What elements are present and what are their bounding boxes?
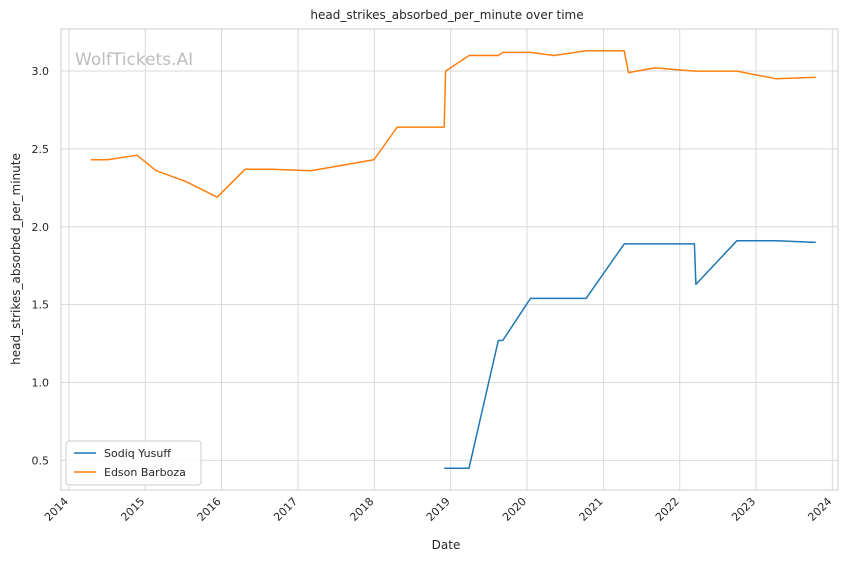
legend: Sodiq Yusuff Edson Barboza — [65, 440, 202, 486]
series-lines — [90, 50, 816, 469]
y-tick-label: 2.0 — [32, 221, 50, 234]
x-axis-label: Date — [432, 538, 461, 552]
y-axis-label: head_strikes_absorbed_per_minute — [9, 153, 23, 365]
watermark: WolfTickets.AI — [75, 50, 193, 70]
x-tick-label: 2021 — [577, 495, 606, 524]
plot-area — [60, 28, 839, 491]
y-tick-label: 3.0 — [32, 65, 50, 78]
x-tick-label: 2014 — [42, 495, 71, 524]
y-tick-label: 0.5 — [32, 454, 50, 467]
y-tick-label: 2.5 — [32, 143, 50, 156]
x-axis-ticks: 2014 2015 2016 2017 2018 2019 2020 2021 2022 2023… — [42, 495, 834, 524]
y-tick-label: 1.0 — [32, 377, 50, 390]
plot-frame — [60, 28, 839, 491]
y-axis-ticks: 0.5 1.0 1.5 2.0 2.5 3.0 — [32, 65, 50, 467]
series-line-edson-barboza — [90, 50, 816, 198]
x-tick-label: 2015 — [118, 495, 147, 524]
legend-frame — [65, 440, 202, 486]
grid — [61, 29, 838, 490]
x-tick-label: 2024 — [805, 495, 834, 524]
x-tick-label: 2017 — [271, 495, 300, 524]
x-tick-label: 2022 — [653, 495, 682, 524]
x-tick-label: 2020 — [500, 495, 529, 524]
x-tick-label: 2019 — [424, 495, 453, 524]
series-line-sodiq-yusuff — [444, 240, 816, 469]
x-tick-label: 2018 — [347, 495, 376, 524]
y-tick-label: 1.5 — [32, 299, 50, 312]
x-tick-label: 2016 — [195, 495, 224, 524]
chart-title: head_strikes_absorbed_per_minute over ti… — [310, 8, 583, 22]
x-tick-label: 2023 — [729, 495, 758, 524]
legend-label-sodiq-yusuff: Sodiq Yusuff — [104, 447, 171, 460]
legend-label-edson-barboza: Edson Barboza — [104, 466, 186, 479]
